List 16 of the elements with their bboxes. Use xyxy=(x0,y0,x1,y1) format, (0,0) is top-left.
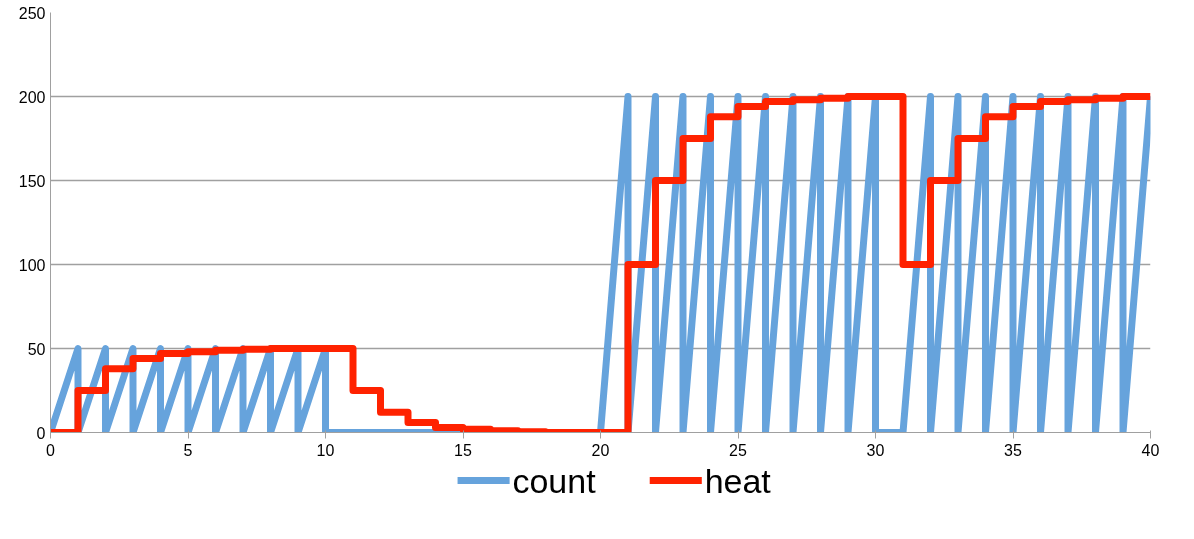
y-tick-label: 50 xyxy=(27,340,46,358)
x-tick-label: 40 xyxy=(1141,441,1160,459)
x-tick-label: 35 xyxy=(1004,441,1022,459)
legend-label: count xyxy=(512,461,597,500)
x-tick-label: 30 xyxy=(866,441,885,459)
y-tick-label: 0 xyxy=(36,424,46,442)
x-tick-label: 5 xyxy=(183,441,193,459)
x-tick-label: 20 xyxy=(591,441,610,459)
legend-label: heat xyxy=(704,461,772,500)
y-tick-label: 100 xyxy=(18,256,46,274)
y-tick-label: 200 xyxy=(18,88,46,106)
y-tick-label: 150 xyxy=(18,172,46,190)
y-tick-label: 250 xyxy=(18,4,46,22)
x-tick-label: 10 xyxy=(316,441,335,459)
x-tick-label: 25 xyxy=(729,441,747,459)
x-tick-label: 15 xyxy=(454,441,472,459)
